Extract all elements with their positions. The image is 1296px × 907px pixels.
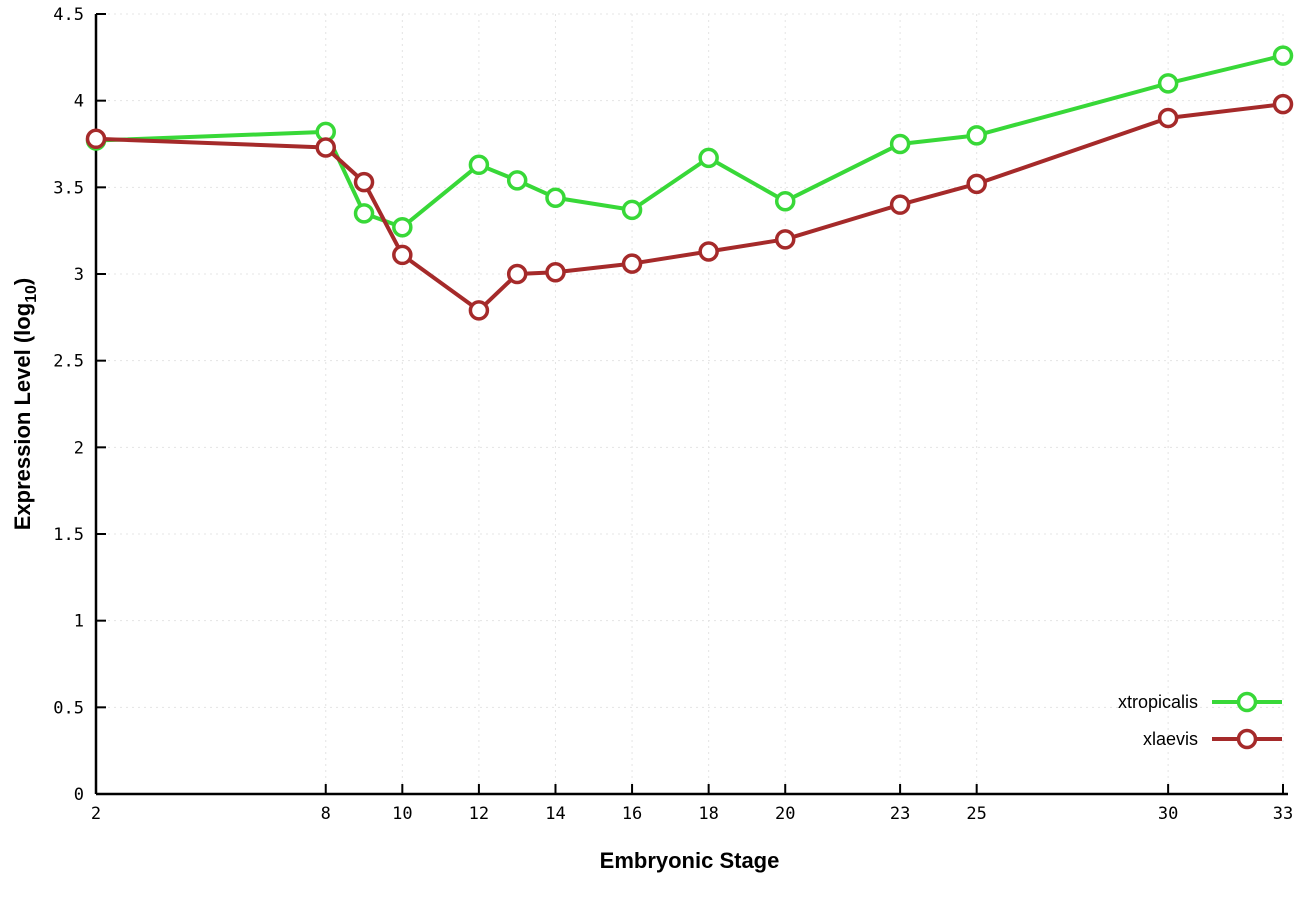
x-tick-label: 8	[321, 804, 331, 824]
data-point-xtropicalis	[468, 154, 490, 176]
data-point-xlaevis	[889, 194, 911, 215]
x-tick-label: 2	[91, 804, 101, 824]
data-point-xtropicalis	[774, 190, 796, 212]
x-tick-label: 23	[890, 804, 910, 824]
y-tick-label: 2	[74, 438, 84, 458]
y-tick-label: 1	[74, 612, 84, 632]
data-point-xlaevis	[1272, 93, 1294, 115]
grid-layer	[95, 13, 1284, 795]
legend-label-xtropicalis: xtropicalis	[1118, 692, 1198, 712]
axes-layer: 2 8 10 12 14 16 18 20 23 25 30 33 0 0.5 1 1.5 2 2.5 3 3.5 4 4…	[53, 5, 1293, 824]
y-tick-label: 1.5	[53, 525, 84, 545]
data-point-xtropicalis	[889, 133, 911, 155]
y-tick-label: 4.5	[53, 5, 84, 25]
x-tick-label: 12	[469, 804, 489, 824]
data-point-xlaevis	[85, 128, 107, 150]
data-point-xtropicalis	[966, 125, 987, 146]
y-tick-label: 3	[74, 265, 84, 285]
data-point-xtropicalis	[545, 187, 566, 208]
x-tick-label: 18	[698, 804, 718, 824]
y-tick-label: 4	[74, 92, 84, 112]
data-point-xtropicalis	[698, 147, 719, 169]
data-point-xlaevis	[698, 241, 719, 262]
data-point-xtropicalis	[1157, 73, 1179, 94]
y-tick-label: 0	[74, 785, 84, 805]
x-tick-label: 30	[1158, 804, 1178, 824]
legend-marker-xlaevis	[1236, 728, 1258, 750]
data-point-xlaevis	[1157, 107, 1179, 129]
y-axis-title: Expression Level (log10)	[10, 278, 40, 531]
data-point-xtropicalis	[506, 170, 528, 191]
data-point-xlaevis	[468, 300, 490, 321]
data-point-xlaevis	[966, 173, 987, 195]
x-tick-label: 10	[392, 804, 412, 824]
legend-layer: xtropicalis xlaevis	[1118, 691, 1282, 750]
data-point-xlaevis	[774, 229, 796, 250]
data-point-xlaevis	[506, 263, 528, 285]
series-line-xlaevis	[94, 102, 1285, 313]
x-tick-label: 25	[966, 804, 986, 824]
data-point-xtropicalis	[353, 203, 375, 224]
x-tick-label: 14	[545, 804, 565, 824]
legend-label-xlaevis: xlaevis	[1143, 729, 1198, 749]
data-point-xlaevis	[545, 262, 566, 283]
data-point-xlaevis	[315, 137, 336, 158]
titles-layer: Embryonic Stage Expression Level (log10)	[10, 278, 779, 873]
data-point-xtropicalis	[621, 199, 643, 221]
data-point-xlaevis	[353, 171, 375, 193]
x-axis-title: Embryonic Stage	[600, 848, 780, 873]
data-point-xtropicalis	[392, 216, 413, 238]
x-tick-label: 33	[1273, 804, 1293, 824]
series-layer	[85, 45, 1294, 321]
y-tick-label: 0.5	[53, 698, 84, 718]
data-point-xtropicalis	[1272, 45, 1294, 66]
legend-marker-xtropicalis	[1236, 691, 1258, 713]
x-tick-label: 20	[775, 804, 795, 824]
y-tick-label: 3.5	[53, 178, 84, 198]
data-point-xlaevis	[392, 244, 413, 266]
y-tick-label: 2.5	[53, 352, 84, 372]
x-tick-label: 16	[622, 804, 642, 824]
data-point-xlaevis	[621, 253, 643, 274]
